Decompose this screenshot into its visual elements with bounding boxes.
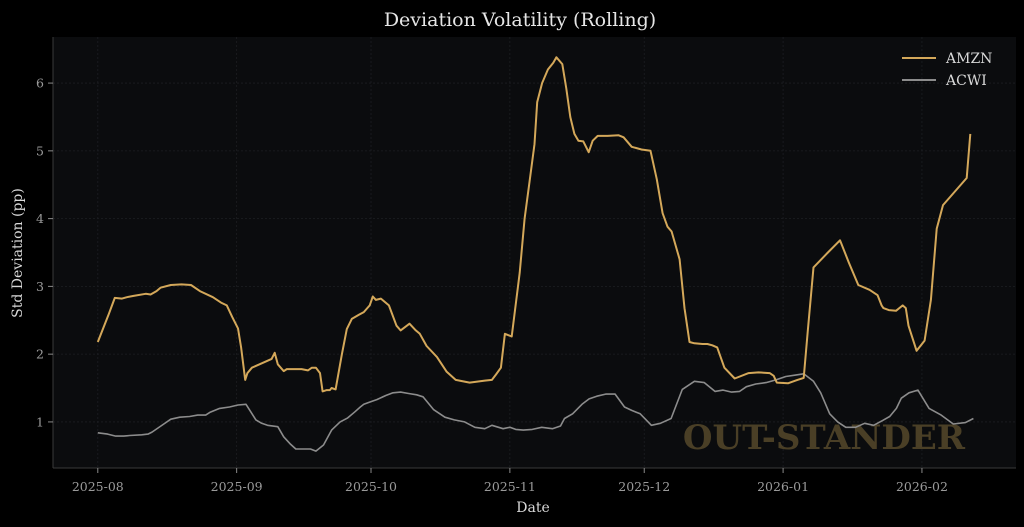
y-tick-label: 4 bbox=[36, 211, 44, 226]
watermark: OUT-STANDER bbox=[683, 418, 966, 458]
x-tick-label: 2025-10 bbox=[345, 479, 397, 494]
y-tick-label: 5 bbox=[36, 143, 44, 158]
x-axis-ticks: 2025-08 2025-09 2025-10 2025-11 2025-12 2026-… bbox=[72, 468, 948, 494]
y-tick-label: 1 bbox=[36, 414, 44, 429]
series-layer bbox=[96, 56, 974, 452]
legend: AMZN ACWI bbox=[902, 51, 992, 89]
series-line-amzn bbox=[96, 56, 972, 393]
series-line-acwi bbox=[97, 372, 974, 452]
y-axis-ticks: 1 2 3 4 5 6 bbox=[36, 76, 53, 429]
legend-label-amzn: AMZN bbox=[945, 51, 992, 67]
axes bbox=[52, 37, 1016, 469]
plot-background bbox=[53, 37, 1016, 468]
y-axis-label: Std Deviation (pp) bbox=[10, 188, 26, 318]
x-tick-label: 2026-02 bbox=[896, 479, 948, 494]
y-tick-label: 6 bbox=[36, 76, 44, 91]
x-axis-label: Date bbox=[516, 500, 549, 516]
x-tick-label: 2026-01 bbox=[757, 479, 809, 494]
y-tick-label: 2 bbox=[36, 347, 44, 362]
x-tick-label: 2025-09 bbox=[211, 479, 263, 494]
legend-label-acwi: ACWI bbox=[945, 73, 987, 89]
x-tick-label: 2025-12 bbox=[618, 479, 670, 494]
chart-title: Deviation Volatility (Rolling) bbox=[384, 9, 656, 31]
y-tick-label: 3 bbox=[36, 279, 44, 294]
x-tick-label: 2025-11 bbox=[484, 479, 536, 494]
x-tick-label: 2025-08 bbox=[72, 479, 124, 494]
